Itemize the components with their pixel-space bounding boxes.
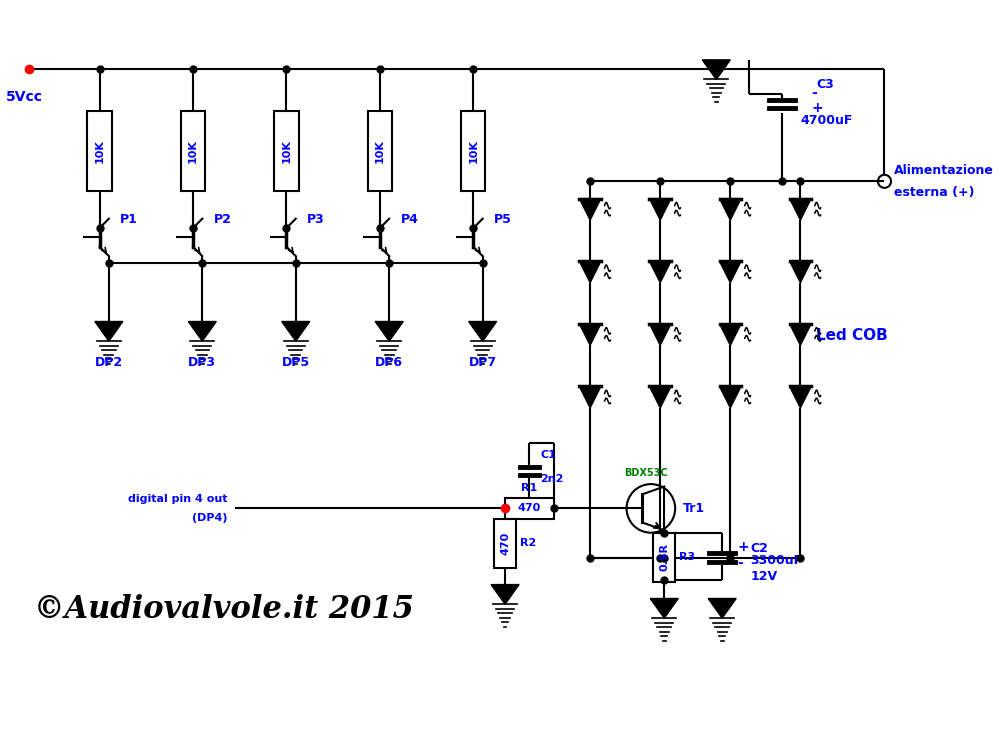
Text: DP3: DP3	[188, 356, 216, 369]
Polygon shape	[649, 386, 671, 408]
Text: ©Audiovalvole.it 2015: ©Audiovalvole.it 2015	[34, 594, 414, 625]
Text: DP2: DP2	[95, 356, 123, 369]
Polygon shape	[708, 599, 736, 618]
Text: 4700uF: 4700uF	[800, 114, 853, 127]
Text: esterna (+): esterna (+)	[894, 186, 974, 199]
Polygon shape	[375, 322, 403, 341]
Bar	[181, 111, 205, 191]
Polygon shape	[790, 324, 811, 345]
Text: C1: C1	[541, 450, 556, 460]
Text: -: -	[812, 86, 817, 100]
Polygon shape	[790, 262, 811, 283]
Bar	[505, 498, 554, 519]
Text: (DP4): (DP4)	[192, 513, 228, 523]
Text: C2: C2	[750, 542, 768, 555]
Polygon shape	[790, 198, 811, 220]
Polygon shape	[579, 386, 601, 408]
Text: 470: 470	[518, 504, 541, 513]
Bar	[653, 533, 675, 582]
Polygon shape	[650, 599, 678, 618]
Polygon shape	[579, 262, 601, 283]
Bar	[274, 111, 299, 191]
Text: DP7: DP7	[469, 356, 497, 369]
Text: P5: P5	[494, 213, 512, 226]
Text: P2: P2	[214, 213, 231, 226]
Polygon shape	[469, 322, 497, 341]
Polygon shape	[720, 262, 741, 283]
Polygon shape	[702, 60, 730, 80]
Text: Alimentazione: Alimentazione	[894, 163, 994, 177]
Polygon shape	[649, 262, 671, 283]
Polygon shape	[790, 386, 811, 408]
Text: P4: P4	[400, 213, 418, 226]
Text: 0.5R: 0.5R	[659, 543, 669, 571]
Polygon shape	[720, 386, 741, 408]
Text: 5Vcc: 5Vcc	[6, 90, 43, 104]
Text: 10K: 10K	[95, 139, 105, 163]
Text: 10K: 10K	[281, 139, 291, 163]
Polygon shape	[188, 322, 216, 341]
Polygon shape	[579, 324, 601, 345]
Text: DP6: DP6	[375, 356, 403, 369]
Text: C3: C3	[816, 78, 834, 91]
Text: R2: R2	[520, 539, 536, 548]
Text: P1: P1	[120, 213, 138, 226]
Bar	[368, 111, 392, 191]
Polygon shape	[649, 198, 671, 220]
Polygon shape	[95, 322, 123, 341]
Text: DP5: DP5	[282, 356, 310, 369]
Text: 12V: 12V	[750, 570, 777, 583]
Polygon shape	[649, 324, 671, 345]
Text: Led COB: Led COB	[816, 328, 888, 343]
Text: R3: R3	[679, 552, 695, 562]
Text: +: +	[812, 101, 823, 115]
Polygon shape	[579, 198, 601, 220]
Text: 10K: 10K	[468, 139, 478, 163]
Bar	[494, 519, 516, 568]
Bar	[461, 111, 485, 191]
Text: 470: 470	[500, 532, 510, 555]
Text: -: -	[737, 556, 743, 570]
Polygon shape	[720, 324, 741, 345]
Polygon shape	[720, 198, 741, 220]
Text: +: +	[737, 540, 749, 554]
Text: 2n2: 2n2	[541, 474, 564, 484]
Text: Tr1: Tr1	[683, 502, 705, 515]
Text: digital pin 4 out: digital pin 4 out	[128, 494, 228, 504]
Polygon shape	[282, 322, 310, 341]
Text: 3300uF: 3300uF	[750, 554, 802, 567]
Text: 10K: 10K	[375, 139, 385, 163]
Text: R1: R1	[521, 483, 538, 493]
Text: 10K: 10K	[188, 139, 198, 163]
Polygon shape	[491, 585, 519, 604]
Text: BDX53C: BDX53C	[624, 467, 668, 478]
Text: P3: P3	[307, 213, 325, 226]
Bar	[87, 111, 112, 191]
